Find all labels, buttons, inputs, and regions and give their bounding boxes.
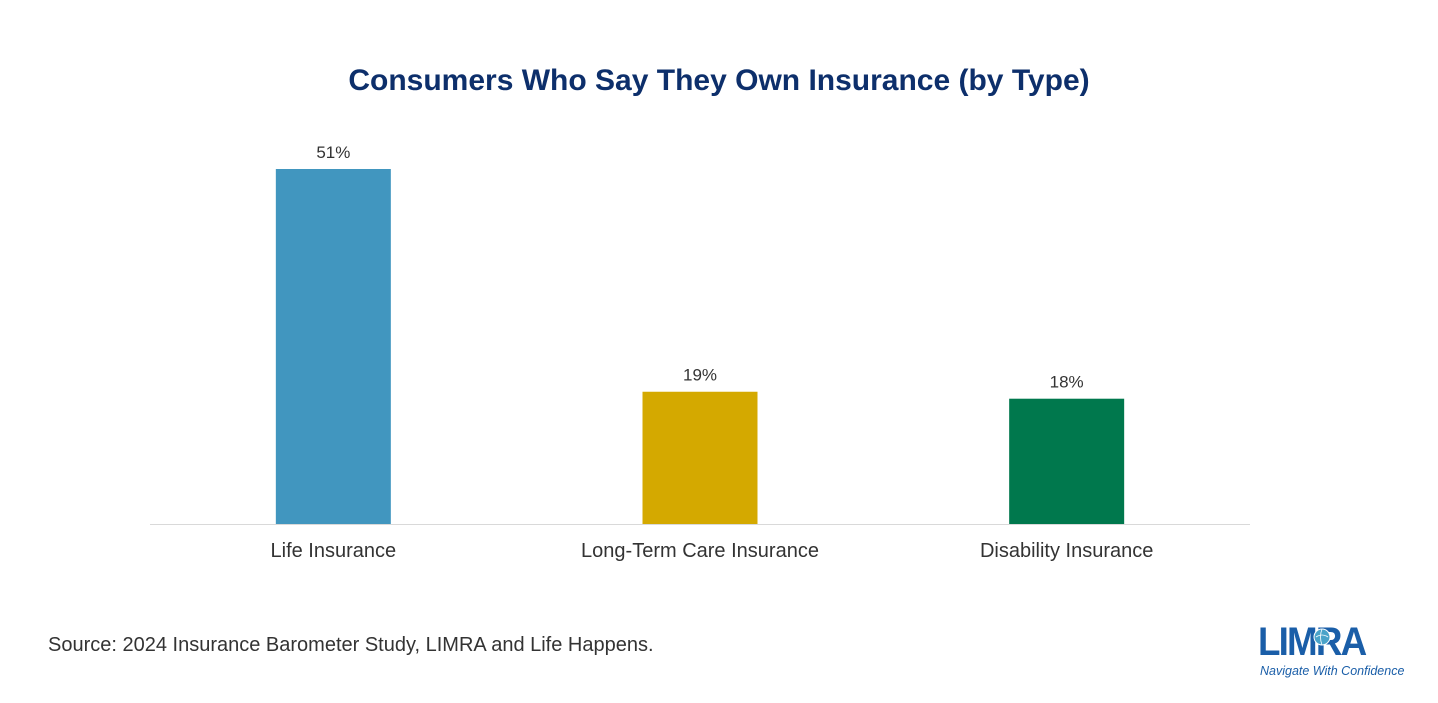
globe-icon xyxy=(1313,628,1331,646)
category-label-1: Long-Term Care Insurance xyxy=(581,540,819,562)
category-label-0: Life Insurance xyxy=(271,540,397,562)
data-label-1: 19% xyxy=(683,366,717,385)
logo-wordmark: LIMRA xyxy=(1258,620,1367,664)
category-label-2: Disability Insurance xyxy=(980,540,1153,562)
data-label-0: 51% xyxy=(316,143,350,162)
bar-0 xyxy=(275,169,391,524)
chart-title: Consumers Who Say They Own Insurance (by… xyxy=(348,64,1090,97)
bar-2 xyxy=(1009,398,1125,524)
bar-1 xyxy=(642,391,758,524)
source-note: Source: 2024 Insurance Barometer Study, … xyxy=(48,634,654,656)
logo-tagline: Navigate With Confidence xyxy=(1260,664,1405,678)
limra-logo: LIMRA Navigate With Confidence xyxy=(1258,620,1408,684)
data-label-2: 18% xyxy=(1050,373,1084,392)
